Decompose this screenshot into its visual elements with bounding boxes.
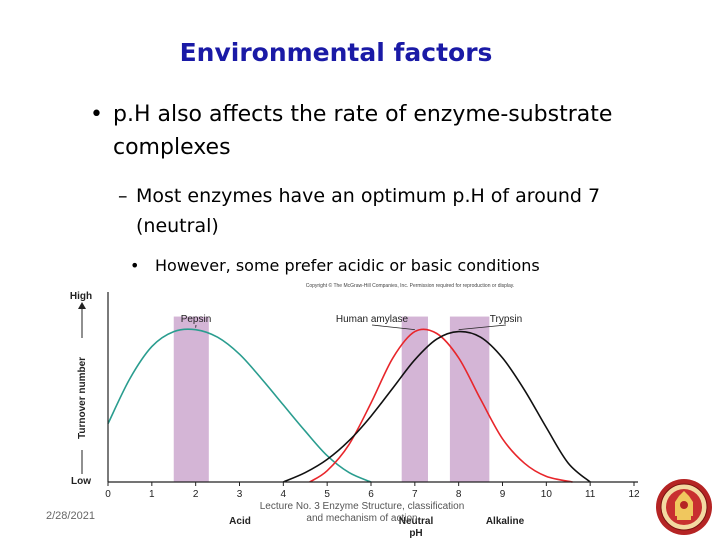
- human-amylase-curve: [309, 328, 573, 483]
- x-tick-label: 1: [149, 489, 155, 500]
- x-tick-label: 3: [237, 489, 243, 500]
- x-tick-label: 0: [105, 489, 111, 500]
- pepsin-curve: [107, 328, 372, 483]
- bullet-dash: –: [118, 185, 128, 207]
- y-low-label: Low: [71, 476, 91, 487]
- x-tick-label: 5: [324, 489, 330, 500]
- chart-copyright: Copyright © The McGraw-Hill Companies, I…: [306, 282, 515, 289]
- x-tick-label: 6: [368, 489, 374, 500]
- human-amylase-optimum-band: [401, 316, 428, 482]
- x-tick-label: 2: [193, 489, 199, 500]
- y-axis-arrowhead: [78, 302, 86, 309]
- x-tick-label: 7: [412, 489, 418, 500]
- acid-label: Acid: [229, 516, 251, 527]
- sub-sub-bullet-text: However, some prefer acidic or basic con…: [155, 256, 540, 275]
- trypsin-curve: [282, 330, 591, 483]
- pepsin-label: Pepsin: [181, 314, 212, 325]
- trypsin-label: Trypsin: [490, 314, 522, 325]
- y-high-label: High: [70, 291, 92, 302]
- trypsin-pointer: [458, 324, 507, 330]
- alkaline-label: Alkaline: [486, 516, 525, 527]
- x-axis-label: pH: [409, 528, 422, 539]
- human-amylase-pointer: [371, 324, 415, 330]
- y-axis-label: Turnover number: [77, 357, 88, 439]
- neutral-label: Neutral: [399, 516, 434, 527]
- pepsin-optimum-band: [173, 316, 209, 482]
- ph-enzyme-activity-chart: Copyright © The McGraw-Hill Companies, I…: [70, 282, 640, 539]
- sub-bullet-text: Most enzymes have an optimum p.H of arou…: [136, 185, 601, 237]
- x-tick-label: 11: [585, 489, 596, 500]
- x-tick-label: 12: [628, 489, 640, 500]
- bullet-text: p.H also affects the rate of enzyme-subs…: [113, 102, 613, 160]
- x-tick-label: 8: [456, 489, 462, 500]
- trypsin-optimum-band: [449, 316, 490, 482]
- x-tick-label: 4: [281, 489, 287, 500]
- human-amylase-label: Human amylase: [336, 314, 409, 325]
- x-tick-label: 10: [541, 489, 553, 500]
- bullet-dot: •: [90, 102, 103, 127]
- footer-date: 2/28/2021: [46, 510, 95, 522]
- sub-sub-bullet-acidic-basic: • However, some prefer acidic or basic c…: [130, 254, 690, 278]
- bullet-ph-affects-rate: • p.H also affects the rate of enzyme-su…: [90, 98, 690, 164]
- slide-title: Environmental factors: [179, 38, 493, 67]
- sub-bullet-optimum-ph: – Most enzymes have an optimum p.H of ar…: [118, 181, 678, 241]
- university-seal-logo: [656, 479, 712, 535]
- bullet-dot: •: [130, 256, 140, 275]
- x-tick-label: 9: [500, 489, 506, 500]
- footer-lecture: Lecture No. 3 Enzyme Structure, classifi…: [259, 501, 465, 524]
